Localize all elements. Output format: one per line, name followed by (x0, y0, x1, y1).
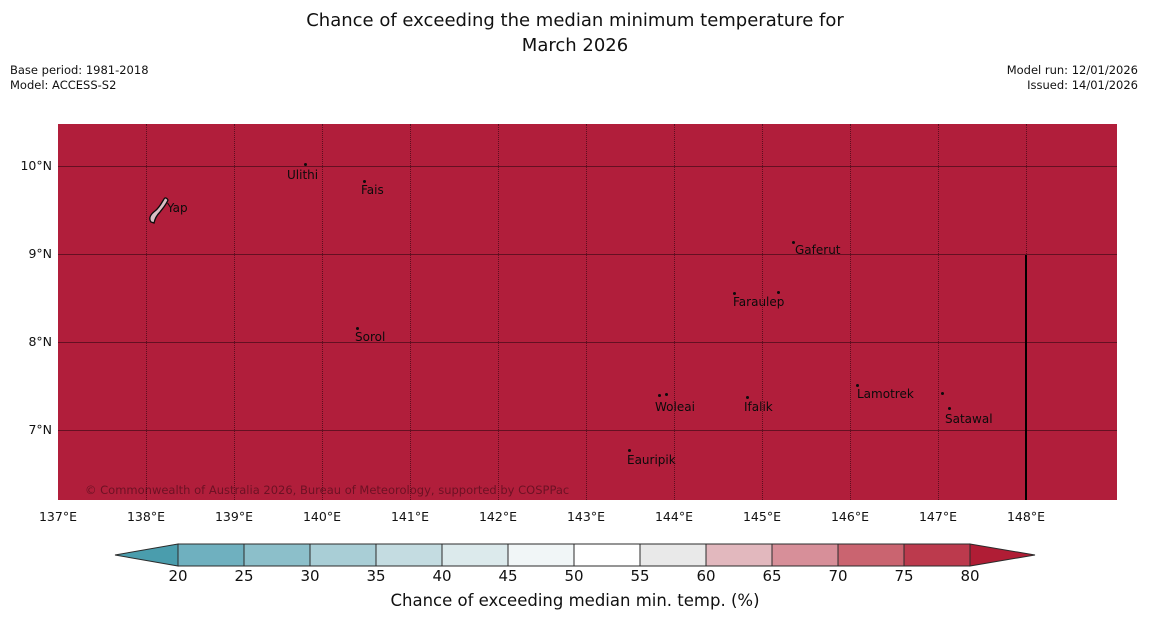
island-dot (304, 163, 307, 166)
island-dot (948, 407, 951, 410)
island-dot (746, 396, 749, 399)
colorbar-segment (375, 543, 443, 567)
colorbar-segment (639, 543, 707, 567)
colorbar-tick-label: 70 (828, 567, 848, 585)
place-label-ifalik: Ifalik (744, 400, 773, 414)
lat-axis-label: 9°N (28, 246, 52, 261)
colorbar-segment (309, 543, 377, 567)
colorbar-tick-label: 80 (960, 567, 980, 585)
colorbar-segment (903, 543, 971, 567)
issued-text: Issued: 14/01/2026 (1027, 77, 1138, 92)
island-dot (356, 327, 359, 330)
gridline-lon (498, 124, 499, 500)
base-period-text: Base period: 1981-2018 (10, 63, 149, 77)
place-label-eauripik: Eauripik (627, 453, 676, 467)
lon-axis-label: 141°E (390, 509, 429, 524)
map-canvas: © Commonwealth of Australia 2026, Bureau… (58, 124, 1117, 500)
colorbar-label: Chance of exceeding median min. temp. (%… (390, 591, 760, 610)
lon-axis-label: 137°E (38, 509, 77, 524)
colorbar (114, 543, 1036, 567)
place-label-sorol: Sorol (355, 330, 386, 344)
gridline-lon (586, 124, 587, 500)
colorbar-tick-label: 65 (762, 567, 782, 585)
island-dot (856, 384, 859, 387)
colorbar-segment (705, 543, 773, 567)
gridline-lon (146, 124, 147, 500)
lon-axis-label: 146°E (830, 509, 869, 524)
gridline-lat (58, 254, 1117, 255)
island-dot (363, 180, 366, 183)
yap-island-shape (149, 197, 169, 224)
colorbar-arrow-left (114, 543, 179, 567)
gridline-lat (58, 342, 1117, 343)
island-dot (777, 291, 780, 294)
gridline-lon (410, 124, 411, 500)
lon-axis-label: 145°E (742, 509, 781, 524)
colorbar-segment (177, 543, 245, 567)
meta-right-block: Model run: 12/01/2026 Issued: 14/01/2026 (1007, 63, 1138, 92)
colorbar-tick-label: 50 (564, 567, 584, 585)
island-dot (792, 241, 795, 244)
place-label-faraulep: Faraulep (733, 295, 785, 309)
title-line-2: March 2026 (521, 35, 629, 56)
lon-axis-label: 143°E (566, 509, 605, 524)
colorbar-segment (507, 543, 575, 567)
colorbar-segment (573, 543, 641, 567)
place-label-lamotrek: Lamotrek (857, 387, 914, 401)
place-label-woleai: Woleai (655, 400, 695, 414)
lat-axis-label: 7°N (28, 422, 52, 437)
lon-axis-label: 140°E (302, 509, 341, 524)
lon-axis-label: 144°E (654, 509, 693, 524)
title-line-1: Chance of exceeding the median minimum t… (306, 10, 844, 31)
island-dot (733, 292, 736, 295)
island-dot (628, 449, 631, 452)
gridline-lat (58, 166, 1117, 167)
gridline-lon (938, 124, 939, 500)
place-label-satawal: Satawal (945, 412, 993, 426)
colorbar-tick-label: 75 (894, 567, 914, 585)
lon-axis-label: 142°E (478, 509, 517, 524)
lon-axis-label: 138°E (126, 509, 165, 524)
colorbar-segment (441, 543, 509, 567)
model-text: Model: ACCESS-S2 (10, 77, 117, 92)
gridline-lon (322, 124, 323, 500)
colorbar-tick-label: 40 (432, 567, 452, 585)
gridline-lon (674, 124, 675, 500)
place-label-yap: Yap (167, 201, 188, 215)
domain-boundary-line (1025, 255, 1027, 500)
colorbar-tick-label: 20 (168, 567, 188, 585)
lat-axis-label: 8°N (28, 334, 52, 349)
colorbar-segment (771, 543, 839, 567)
copyright-text: © Commonwealth of Australia 2026, Bureau… (85, 483, 570, 497)
colorbar-segment (243, 543, 311, 567)
colorbar-segment (837, 543, 905, 567)
meta-left-block: Base period: 1981-2018 Model: ACCESS-S2 (10, 63, 149, 92)
place-label-fais: Fais (361, 183, 384, 197)
place-label-ulithi: Ulithi (287, 168, 319, 182)
model-run-text: Model run: 12/01/2026 (1006, 63, 1138, 77)
colorbar-arrow-right (969, 543, 1036, 567)
gridline-lat (58, 430, 1117, 431)
island-dot (665, 393, 668, 396)
colorbar-tick-label: 45 (498, 567, 518, 585)
lon-axis-label: 148°E (1006, 509, 1045, 524)
figure-title: Chance of exceeding the median minimum t… (0, 8, 1150, 58)
lon-axis-label: 139°E (214, 509, 253, 524)
colorbar-tick-label: 25 (234, 567, 254, 585)
colorbar-tick-label: 35 (366, 567, 386, 585)
island-dot (941, 392, 944, 395)
colorbar-tick-label: 55 (630, 567, 650, 585)
lon-axis-label: 147°E (918, 509, 957, 524)
island-dot (658, 394, 661, 397)
place-label-gaferut: Gaferut (795, 243, 841, 257)
lat-axis-label: 10°N (20, 158, 52, 173)
gridline-lon (850, 124, 851, 500)
gridline-lon (234, 124, 235, 500)
colorbar-tick-label: 60 (696, 567, 716, 585)
gridline-lon (762, 124, 763, 500)
colorbar-tick-label: 30 (300, 567, 320, 585)
